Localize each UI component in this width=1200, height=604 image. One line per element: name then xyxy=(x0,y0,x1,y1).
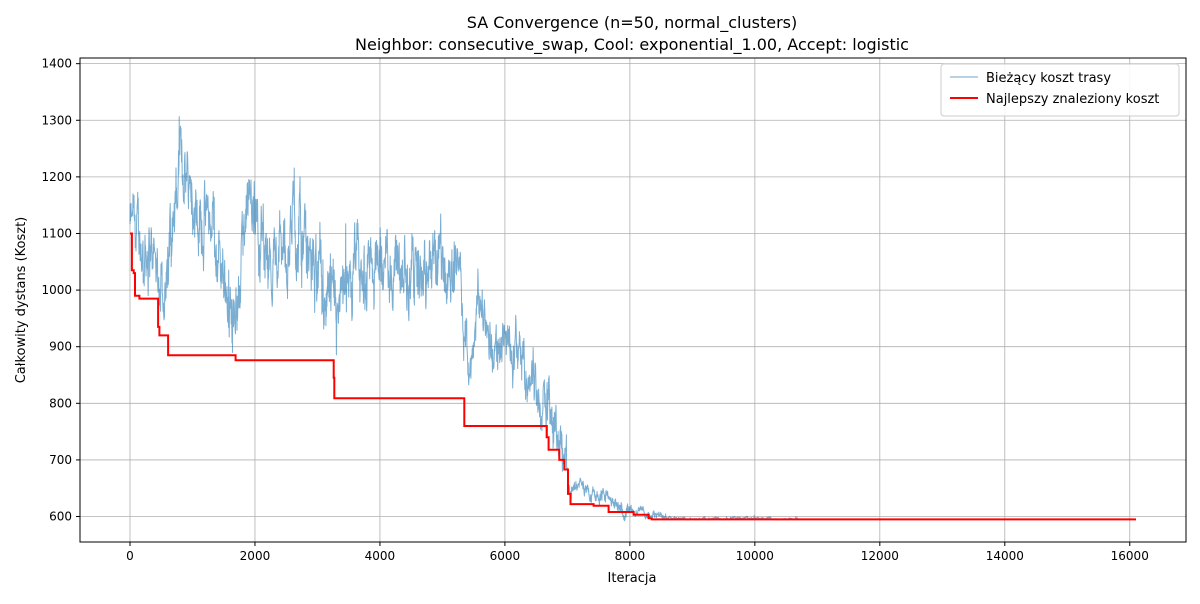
y-tick-label: 800 xyxy=(49,396,72,410)
y-tick-label: 1300 xyxy=(41,113,72,127)
y-tick-label: 1200 xyxy=(41,170,72,184)
y-tick-label: 600 xyxy=(49,510,72,524)
y-tick-label: 900 xyxy=(49,340,72,354)
y-tick-label: 1400 xyxy=(41,57,72,71)
y-tick-label: 1100 xyxy=(41,226,72,240)
grid xyxy=(80,58,1186,542)
y-axis-label: Całkowity dystans (Koszt) xyxy=(14,217,29,384)
legend: Bieżący koszt trasy Najlepszy znaleziony… xyxy=(940,63,1180,117)
chart-subtitle: Neighbor: consecutive_swap, Cool: expone… xyxy=(355,35,909,55)
x-tick-label: 16000 xyxy=(1111,549,1149,563)
legend-label-current-cost: Bieżący koszt trasy xyxy=(986,71,1111,86)
y-tick-label: 1000 xyxy=(41,283,72,297)
series-layer xyxy=(129,116,1136,522)
x-tick-label: 2000 xyxy=(240,549,271,563)
x-axis-ticks: 0 2000 4000 6000 8000 10000 12000 14000 16000 xyxy=(126,542,1149,563)
x-tick-label: 8000 xyxy=(615,549,646,563)
x-axis-label: Iteracja xyxy=(608,571,657,586)
x-tick-label: 14000 xyxy=(986,549,1024,563)
series-line-best-cost xyxy=(130,232,1136,521)
y-axis-ticks: 600 700 800 900 1000 1100 1200 1300 1400 xyxy=(41,57,80,524)
legend-label-best-cost: Najlepszy znaleziony koszt xyxy=(986,92,1159,107)
x-tick-label: 12000 xyxy=(861,549,899,563)
plot-frame xyxy=(79,57,1187,543)
chart-title: SA Convergence (n=50, normal_clusters) xyxy=(467,13,797,33)
x-tick-label: 6000 xyxy=(490,549,521,563)
x-tick-label: 10000 xyxy=(736,549,774,563)
x-tick-label: 0 xyxy=(126,549,134,563)
x-tick-label: 4000 xyxy=(365,549,396,563)
legend-box xyxy=(940,63,1180,117)
y-tick-label: 700 xyxy=(49,453,72,467)
